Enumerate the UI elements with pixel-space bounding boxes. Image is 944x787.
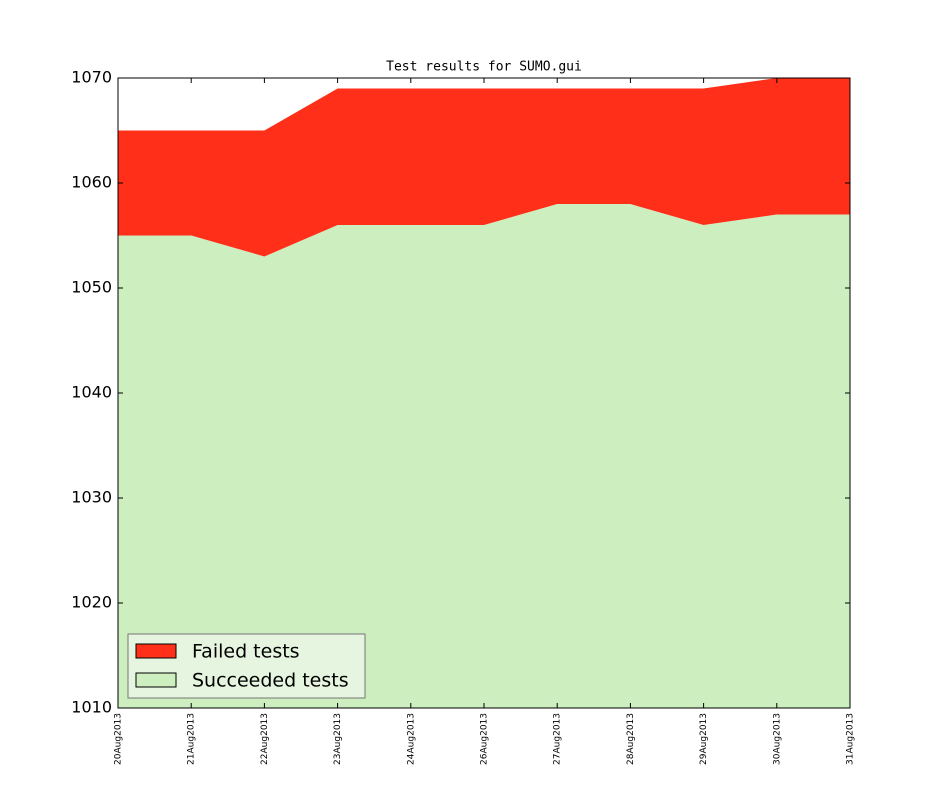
x-tick-label: 27Aug2013 [553,713,563,765]
y-tick-label: 1020 [71,593,112,612]
y-tick-label: 1030 [71,488,112,507]
x-tick-label: 22Aug2013 [260,713,270,765]
legend-swatch [135,643,177,659]
area [118,204,850,708]
y-tick-label: 1050 [71,278,112,297]
x-tick-label: 21Aug2013 [187,713,197,765]
legend-label: Failed tests [192,641,300,663]
legend-label: Succeeded tests [192,670,349,692]
y-tick-label: 1060 [71,173,112,192]
x-tick-label: 23Aug2013 [333,713,343,765]
chart-title: Test results for SUMO.gui [386,60,582,75]
y-tick-label: 1010 [71,698,112,717]
area [118,78,850,257]
x-tick-label: 29Aug2013 [699,713,709,765]
x-tick-label: 31Aug2013 [846,713,856,765]
x-tick-label: 24Aug2013 [406,713,416,765]
y-tick-label: 1040 [71,383,112,402]
x-tick-label: 30Aug2013 [772,713,782,765]
x-tick-label: 28Aug2013 [626,713,636,765]
y-tick-label: 1070 [71,68,112,87]
x-tick-label: 26Aug2013 [480,713,490,765]
legend-swatch [135,672,177,688]
x-tick-label: 20Aug2013 [114,713,124,765]
plot [118,78,850,708]
